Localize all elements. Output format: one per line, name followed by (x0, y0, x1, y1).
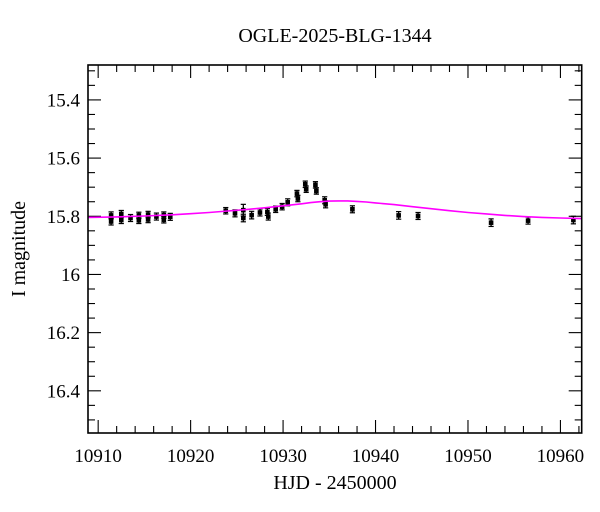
data-point (145, 212, 151, 217)
y-tick-label: 16.4 (47, 381, 81, 402)
x-tick-label: 10920 (167, 446, 215, 467)
data-point-group (127, 213, 134, 223)
data-point (314, 188, 319, 194)
data-point (108, 213, 114, 218)
chart-title: OGLE-2025-BLG-1344 (238, 25, 431, 47)
plot-content: 10910 10920 10930 10940 10950 10960 15.4 15.6 15… (47, 64, 585, 467)
data-point (265, 209, 270, 215)
data-point (303, 186, 309, 192)
y-tick-label: 16 (61, 265, 80, 286)
data-point (295, 196, 301, 201)
data-point (154, 214, 159, 219)
data-point-group (488, 218, 494, 228)
data-point-group (349, 205, 356, 214)
data-point (108, 219, 114, 224)
data-point-group (570, 215, 576, 225)
data-point-group (525, 216, 531, 225)
data-point (415, 213, 421, 219)
y-tick-label: 15.6 (47, 149, 80, 170)
data-point (128, 215, 133, 221)
data-point (161, 217, 167, 223)
x-axis-label: HJD - 2450000 (273, 472, 396, 494)
data-point (249, 212, 254, 218)
data-point-group (136, 216, 142, 225)
data-point-group (265, 212, 271, 221)
data-point (232, 211, 238, 216)
data-point (396, 213, 401, 218)
data-point (285, 200, 290, 205)
data-point (136, 218, 142, 223)
y-tick-label: 15.4 (47, 90, 81, 111)
x-tick-label: 10950 (444, 446, 492, 467)
data-point-group (312, 181, 319, 189)
data-point (145, 217, 151, 222)
data-point (350, 206, 355, 212)
data-point-group (396, 211, 402, 220)
data-point (273, 206, 278, 212)
data-point (525, 218, 531, 223)
data-point (302, 181, 308, 187)
data-point (118, 217, 124, 223)
data-point-group (153, 212, 160, 221)
y-axis-label: I magnitude (8, 201, 30, 297)
model-curve (87, 200, 582, 220)
data-point (313, 182, 318, 188)
y-tick-label: 16.2 (47, 323, 80, 344)
x-tick-label: 10940 (352, 446, 400, 467)
y-tick-label: 15.8 (47, 207, 80, 228)
x-tick-label: 10930 (259, 446, 307, 467)
x-tick-label: 10910 (74, 446, 122, 467)
data-point-group (313, 187, 319, 195)
data-point (488, 220, 494, 225)
data-point-group (161, 215, 167, 224)
x-tick-label: 10960 (537, 446, 585, 467)
plot-frame (87, 64, 583, 434)
data-point-group (249, 210, 255, 220)
data-point (265, 214, 271, 219)
data-point (257, 210, 263, 215)
data-point (571, 217, 576, 223)
data-point-group (295, 194, 301, 203)
data-point-group (145, 215, 151, 224)
data-point-group (108, 217, 114, 226)
data-point (241, 215, 246, 221)
data-point-group (415, 211, 421, 221)
data-point (323, 202, 328, 207)
data-point-group (257, 208, 263, 217)
data-point-group (303, 185, 309, 194)
data-point-group (240, 213, 246, 223)
data-point (294, 191, 300, 196)
data-point (118, 211, 124, 217)
data-point (167, 214, 173, 220)
